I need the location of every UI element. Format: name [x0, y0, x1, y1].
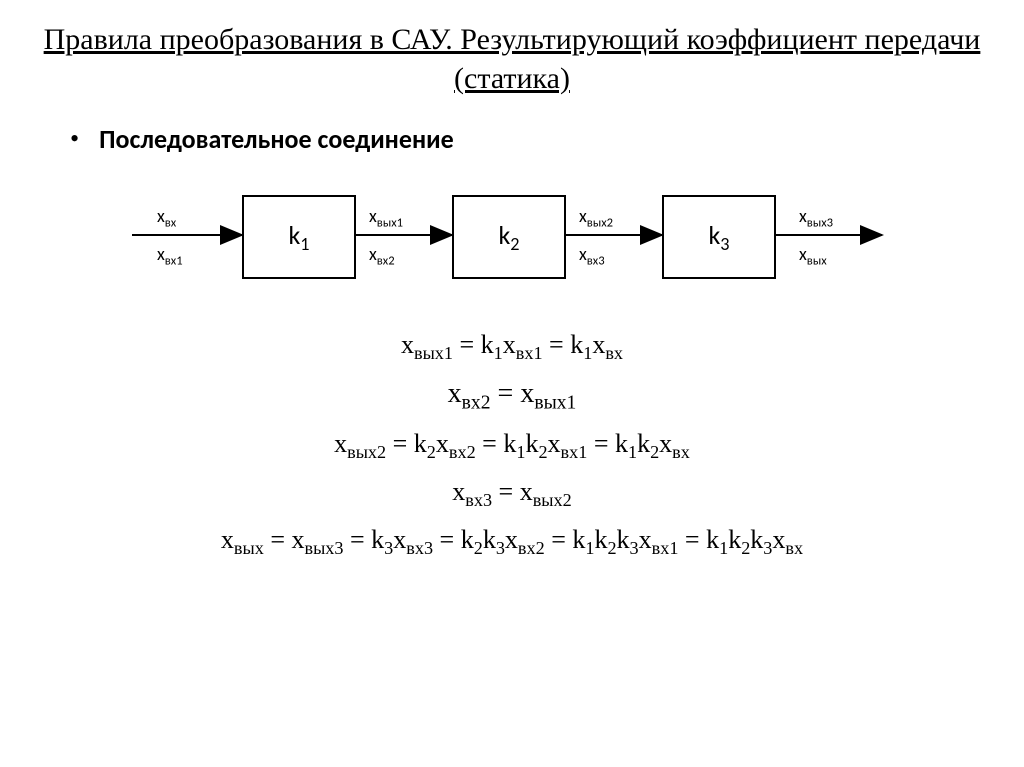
- math-term: k1: [572, 525, 594, 554]
- equation-5: xвых = xвых3 = k3xвх3 = k2k3xвх2 = k1k2k…: [0, 525, 1024, 559]
- equation-4: xвх3 = xвых2: [0, 477, 1024, 511]
- math-term: xвх1: [639, 525, 679, 554]
- math-term: xвх: [772, 525, 803, 554]
- math-term: k2: [594, 525, 616, 554]
- math-term: k3: [371, 525, 393, 554]
- math-term: k2: [525, 429, 547, 458]
- math-term: xвх2: [448, 378, 491, 409]
- bullet-icon: •: [70, 124, 79, 154]
- equation-1: xвых1 = k1xвх1 = k1xвх: [0, 330, 1024, 364]
- math-term: xвх: [592, 330, 623, 359]
- math-term: k2: [414, 429, 436, 458]
- subtitle-text: Последовательное соединение: [99, 123, 454, 155]
- math-term: xвых2: [334, 429, 386, 458]
- label-m1-bot: xвх2: [369, 243, 395, 269]
- math-term: k3: [617, 525, 639, 554]
- math-term: k2: [728, 525, 750, 554]
- math-term: k1: [615, 429, 637, 458]
- math-term: xвых: [221, 525, 264, 554]
- math-term: k1: [503, 429, 525, 458]
- equations: xвых1 = k1xвх1 = k1xвх xвх2 = xвых1 xвых2 …: [0, 330, 1024, 559]
- math-term: k1: [570, 330, 592, 359]
- page-title: Правила преобразования в САУ. Результиру…: [0, 0, 1024, 108]
- math-term: xвх1: [503, 330, 543, 359]
- block-k3: k3: [662, 195, 776, 279]
- block-k1: k1: [242, 195, 356, 279]
- label-m1-top: xвых1: [369, 205, 403, 231]
- block-diagram: k1 k2 k3 xвх xвх1 xвых1 xвх2 xвых2 xвх3 …: [122, 175, 902, 295]
- label-m2-bot: xвх3: [579, 243, 605, 269]
- math-term: xвх3: [452, 477, 492, 506]
- math-term: xвых1: [520, 378, 576, 409]
- math-term: k3: [750, 525, 772, 554]
- label-m2-top: xвых2: [579, 205, 613, 231]
- math-term: xвх1: [548, 429, 588, 458]
- math-term: xвх3: [393, 525, 433, 554]
- math-term: k3: [483, 525, 505, 554]
- label-out-bot: xвых: [799, 243, 827, 269]
- block-k1-label: k1: [288, 219, 309, 255]
- math-term: k1: [481, 330, 503, 359]
- math-term: xвых2: [520, 477, 572, 506]
- label-out-top: xвых3: [799, 205, 833, 231]
- equation-3: xвых2 = k2xвх2 = k1k2xвх1 = k1k2xвх: [0, 429, 1024, 463]
- block-k2: k2: [452, 195, 566, 279]
- label-in-top: xвх: [157, 205, 176, 231]
- math-term: xвх2: [436, 429, 476, 458]
- block-k2-label: k2: [498, 219, 519, 255]
- math-term: xвых3: [292, 525, 344, 554]
- block-k3-label: k3: [708, 219, 729, 255]
- label-in-bot: xвх1: [157, 243, 183, 269]
- math-term: k1: [706, 525, 728, 554]
- math-term: xвх2: [505, 525, 545, 554]
- math-term: k2: [637, 429, 659, 458]
- math-term: k2: [461, 525, 483, 554]
- math-term: xвх: [659, 429, 690, 458]
- math-term: xвых1: [401, 330, 453, 359]
- subtitle-row: • Последовательное соединение: [0, 123, 1024, 155]
- equation-2: xвх2 = xвых1: [0, 378, 1024, 415]
